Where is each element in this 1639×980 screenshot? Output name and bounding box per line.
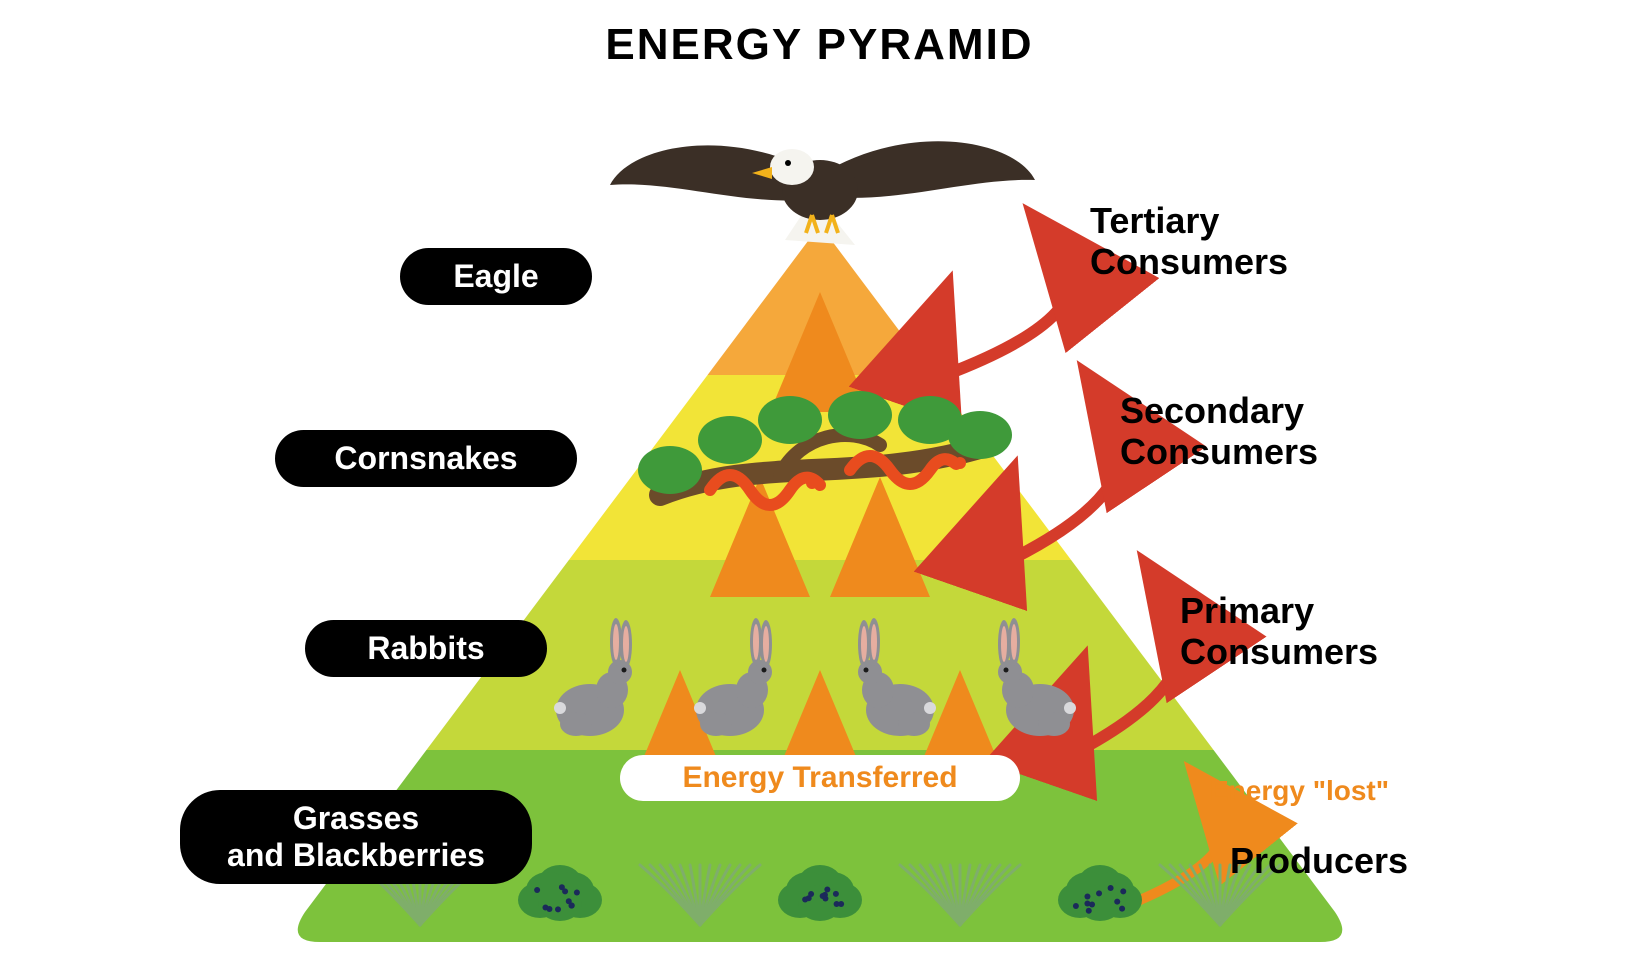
- organism-pill-grasses: Grassesand Blackberries: [180, 790, 532, 884]
- diagram-stage: ENERGY PYRAMID Eagle Cornsnakes Rabbits …: [0, 0, 1639, 980]
- role-label-tertiary: TertiaryConsumers: [1090, 200, 1288, 283]
- energy-lost-label: Energy "lost": [1210, 775, 1389, 807]
- role-label-producers: Producers: [1230, 840, 1408, 881]
- organism-pill-rabbits: Rabbits: [305, 620, 547, 677]
- role-label-primary: PrimaryConsumers: [1180, 590, 1378, 673]
- role-label-secondary: SecondaryConsumers: [1120, 390, 1318, 473]
- organism-pill-cornsnakes: Cornsnakes: [275, 430, 577, 487]
- energy-transferred-label: Energy Transferred: [620, 755, 1020, 801]
- organism-pill-eagle: Eagle: [400, 248, 592, 305]
